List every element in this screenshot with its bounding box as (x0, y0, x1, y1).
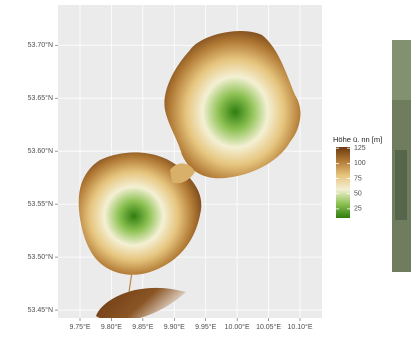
colorbar (336, 147, 350, 218)
colorbar-label: 50 (354, 191, 362, 198)
adjacent-image-detail (395, 150, 407, 220)
x-tick-label: 9.85°E (132, 323, 153, 331)
x-tick-label: 9.80°E (101, 323, 122, 331)
colorbar-label: 25 (354, 206, 362, 213)
y-tick-label: 53.45°N (28, 306, 53, 314)
x-tick-label: 10.05°E (256, 323, 281, 331)
x-tick-label: 9.90°E (164, 323, 185, 331)
y-tick-label: 53.55°N (28, 200, 53, 208)
y-tick-label: 53.65°N (28, 94, 53, 102)
x-tick-label: 9.75°E (69, 323, 90, 331)
y-tick-label: 53.60°N (28, 147, 53, 155)
colorbar-label: 125 (354, 145, 366, 152)
x-tick-label: 10.10°E (288, 323, 313, 331)
colorbar-label: 100 (354, 160, 366, 167)
legend-title: Höhe ü. nn [m] (333, 135, 382, 144)
x-tick-label: 10.00°E (225, 323, 250, 331)
colorbar-label: 75 (354, 175, 362, 182)
adjacent-image-detail (392, 40, 411, 100)
map-figure: 9.75°E 9.80°E 9.85°E 9.90°E 9.95°E 10.00°E 10.… (0, 0, 411, 361)
x-tick-label: 9.95°E (195, 323, 216, 331)
y-tick-label: 53.70°N (28, 41, 53, 49)
y-tick-label: 53.50°N (28, 253, 53, 261)
